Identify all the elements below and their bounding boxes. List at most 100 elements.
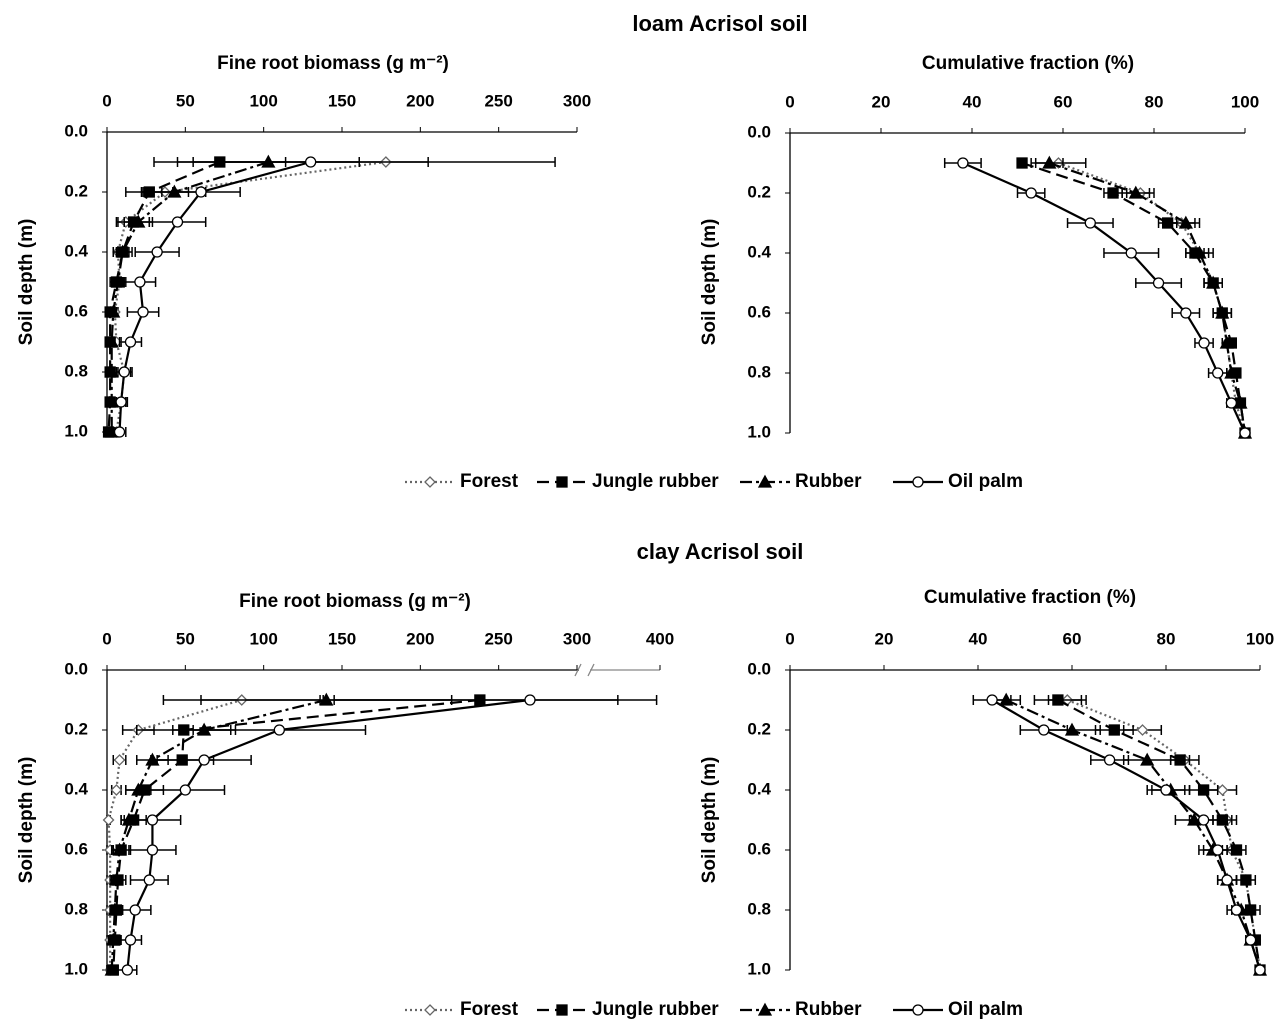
x-axis-title: Cumulative fraction (%) <box>922 53 1134 74</box>
data-point <box>1152 277 1165 289</box>
data-point <box>524 694 536 706</box>
data-point <box>146 814 159 826</box>
legend-label: Oil palm <box>948 471 1023 492</box>
x-tick-label: 40 <box>963 92 982 111</box>
x-tick-label: 250 <box>484 91 512 110</box>
y-tick-label: 0.2 <box>64 719 88 738</box>
legend-label: Rubber <box>795 471 862 492</box>
data-point <box>121 964 134 976</box>
legend-marker <box>424 1004 436 1016</box>
data-point <box>1215 305 1230 319</box>
legend-marker <box>757 474 773 488</box>
y-tick-label: 0.6 <box>64 839 88 858</box>
data-point <box>1038 724 1050 736</box>
y-tick-label: 1.0 <box>64 959 88 978</box>
data-point <box>118 366 130 378</box>
data-point <box>104 334 119 348</box>
legend-marker <box>912 1004 924 1016</box>
data-point <box>124 336 137 348</box>
x-tick-label: 40 <box>969 629 988 648</box>
legend-label: Jungle rubber <box>592 471 719 492</box>
data-point <box>1178 215 1193 229</box>
y-tick-label: 0.0 <box>747 659 771 678</box>
data-point <box>1239 427 1251 439</box>
x-tick-label: 0 <box>102 629 111 648</box>
data-point <box>1198 337 1210 349</box>
axis-break <box>587 663 595 677</box>
y-tick-label: 1.0 <box>747 422 771 441</box>
x-tick-label: 250 <box>484 629 512 648</box>
data-point <box>1107 187 1119 199</box>
data-point <box>198 754 210 766</box>
data-point <box>115 244 130 258</box>
x-tick-label: 60 <box>1054 92 1073 111</box>
series-line <box>126 698 531 971</box>
data-point <box>1160 784 1172 796</box>
section-title: loam Acrisol soil <box>632 11 807 36</box>
data-point <box>1216 784 1229 796</box>
x-tick-label: 50 <box>176 629 195 648</box>
data-point <box>1225 397 1237 409</box>
series-line <box>107 160 221 433</box>
data-point <box>129 904 141 916</box>
series-line <box>113 160 387 433</box>
legend-marker <box>424 476 436 488</box>
data-point <box>143 874 155 886</box>
data-point <box>124 934 137 946</box>
data-point <box>1197 814 1210 826</box>
x-tick-label: 0 <box>102 91 111 110</box>
data-point <box>1230 844 1243 856</box>
data-point <box>1180 307 1192 319</box>
data-point <box>1052 694 1064 706</box>
data-point <box>146 844 159 856</box>
data-point <box>1174 754 1186 766</box>
data-point <box>1025 187 1037 199</box>
data-point <box>110 784 123 796</box>
y-tick-label: 0.2 <box>64 181 88 200</box>
legend-label: Forest <box>460 471 519 492</box>
data-point <box>1244 934 1257 946</box>
y-tick-label: 0.4 <box>747 779 771 798</box>
x-tick-label: 100 <box>249 629 277 648</box>
data-point <box>1064 722 1080 736</box>
data-point <box>1206 275 1221 289</box>
data-point <box>1216 814 1229 826</box>
y-tick-label: 0.0 <box>64 121 88 140</box>
data-point <box>104 962 119 976</box>
data-point <box>1219 335 1234 349</box>
data-point <box>104 364 119 378</box>
data-point <box>1162 217 1174 229</box>
series-line <box>110 160 269 432</box>
legend-marker <box>556 1004 568 1016</box>
data-point <box>1254 964 1266 976</box>
series-line <box>1057 699 1262 971</box>
data-point <box>319 692 334 706</box>
legend-label: Oil palm <box>948 999 1023 1020</box>
y-tick-label: 0.4 <box>64 241 88 260</box>
data-point <box>134 276 146 288</box>
data-point <box>1016 157 1028 169</box>
data-point <box>986 694 998 706</box>
data-point <box>1103 754 1116 766</box>
y-tick-label: 0.4 <box>747 242 771 261</box>
x-tick-label: 300 <box>563 629 591 648</box>
y-tick-label: 0.6 <box>64 301 88 320</box>
data-point <box>1128 185 1143 199</box>
data-point <box>1224 365 1239 379</box>
y-tick-label: 1.0 <box>747 959 771 978</box>
series-line <box>991 699 1262 971</box>
data-point <box>115 396 127 408</box>
data-point <box>1221 874 1233 886</box>
data-point <box>1042 155 1057 169</box>
series-line <box>107 698 243 970</box>
section-title: clay Acrisol soil <box>637 539 804 564</box>
y-tick-label: 0.8 <box>64 899 88 918</box>
data-point <box>113 754 126 766</box>
data-point <box>106 304 121 318</box>
x-tick-label: 80 <box>1145 92 1164 111</box>
data-point <box>1140 752 1155 766</box>
y-tick-label: 0.6 <box>747 839 771 858</box>
data-point <box>131 782 146 796</box>
y-axis-title: Soil depth (m) <box>16 757 37 884</box>
data-point <box>195 186 207 198</box>
